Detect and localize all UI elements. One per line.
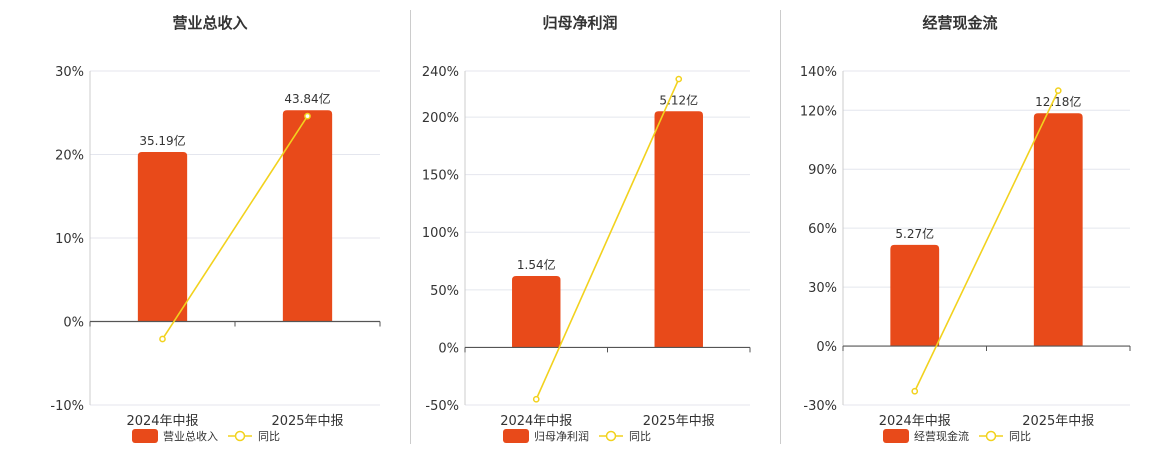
yoy-series-line bbox=[914, 90, 1059, 392]
y-tick-label: 100% bbox=[422, 226, 459, 241]
legend-swatch-point bbox=[234, 430, 246, 442]
y-tick-label: -10% bbox=[50, 399, 84, 414]
bar bbox=[282, 110, 333, 322]
chart-title: 经营现金流 bbox=[922, 14, 997, 32]
panel-divider bbox=[780, 10, 781, 444]
y-tick-label: 30% bbox=[808, 281, 837, 296]
chart-panel-net-profit: 归母净利润 240% 200% 150% 100% 50% 0% -50% 1.54亿 5.12亿… bbox=[410, 0, 780, 450]
legend-swatch-bar bbox=[503, 429, 529, 443]
y-tick-label: 150% bbox=[422, 169, 459, 184]
yoy-point bbox=[1054, 87, 1062, 94]
chart-panel-cash-flow: 经营现金流 140% 120% 90% 60% 30% 0% -30% 5.27亿 12.18亿 2… bbox=[780, 0, 1160, 450]
yoy-point bbox=[159, 335, 166, 343]
y-tick-label: 240% bbox=[422, 65, 459, 80]
x-tick-label: 2025年中报 bbox=[643, 414, 715, 429]
x-tick-label: 2025年中报 bbox=[271, 414, 343, 429]
x-tick-label: 2025年中报 bbox=[1022, 414, 1094, 429]
yoy-point bbox=[911, 387, 919, 395]
yoy-point bbox=[532, 395, 540, 403]
y-tick-label: 0% bbox=[816, 340, 837, 355]
legend-swatch-point bbox=[605, 430, 617, 442]
bar bbox=[512, 276, 561, 348]
legend-label-line: 同比 bbox=[258, 430, 280, 443]
yoy-point bbox=[304, 112, 311, 120]
bar-data-label: 12.18亿 bbox=[1035, 94, 1081, 109]
y-tick-label: -50% bbox=[425, 399, 459, 414]
chart-title: 营业总收入 bbox=[172, 14, 247, 32]
bar-data-label: 35.19亿 bbox=[139, 133, 185, 148]
chart-cash-flow: 经营现金流 140% 120% 90% 60% 30% 0% -30% 5.27亿 12.18亿 2… bbox=[800, 14, 1131, 443]
y-tick-label: 120% bbox=[800, 104, 837, 119]
bar-data-label: 43.84亿 bbox=[284, 91, 330, 106]
legend-label-bar: 营业总收入 bbox=[163, 429, 218, 443]
bar bbox=[1033, 113, 1083, 347]
y-tick-label: 0% bbox=[438, 341, 459, 356]
chart-revenue: 营业总收入 30% 20% 10% 0% -10% 35.19亿 43.84亿 2024年中报 2… bbox=[50, 14, 381, 443]
legend-label-line: 同比 bbox=[1009, 430, 1031, 443]
legend-label-line: 同比 bbox=[629, 430, 651, 443]
bar-data-label: 5.27亿 bbox=[895, 226, 934, 241]
y-tick-label: 10% bbox=[55, 232, 84, 247]
bar-data-label: 5.12亿 bbox=[659, 92, 698, 107]
y-tick-label: 90% bbox=[808, 163, 837, 178]
x-tick-label: 2024年中报 bbox=[500, 414, 572, 429]
bar-data-label: 1.54亿 bbox=[517, 257, 556, 272]
yoy-point bbox=[675, 75, 683, 83]
legend-label-bar: 归母净利润 bbox=[534, 429, 589, 443]
chart-net-profit: 归母净利润 240% 200% 150% 100% 50% 0% -50% 1.54亿 5.12亿… bbox=[422, 14, 751, 443]
chart-title: 归母净利润 bbox=[542, 14, 617, 32]
y-tick-label: 200% bbox=[422, 111, 459, 126]
x-tick-label: 2024年中报 bbox=[126, 414, 198, 429]
y-tick-label: 30% bbox=[55, 65, 84, 80]
chart-panel-revenue: 营业总收入 30% 20% 10% 0% -10% 35.19亿 43.84亿 2024年中报 2… bbox=[0, 0, 400, 450]
y-tick-label: 140% bbox=[800, 65, 837, 80]
legend-swatch-bar bbox=[883, 429, 909, 443]
y-tick-label: 0% bbox=[63, 316, 84, 331]
bar bbox=[137, 151, 188, 322]
x-tick-label: 2024年中报 bbox=[879, 414, 951, 429]
y-tick-label: 20% bbox=[55, 149, 84, 164]
yoy-series-line bbox=[161, 115, 309, 340]
legend-swatch-bar bbox=[132, 429, 158, 443]
bar bbox=[890, 244, 940, 347]
y-tick-label: 60% bbox=[808, 222, 837, 237]
y-tick-label: -30% bbox=[803, 399, 837, 414]
legend-swatch-point bbox=[985, 430, 997, 442]
legend-label-bar: 经营现金流 bbox=[914, 429, 969, 443]
yoy-series-line bbox=[535, 78, 680, 400]
y-tick-label: 50% bbox=[430, 284, 459, 299]
bar bbox=[654, 111, 703, 348]
panel-divider bbox=[410, 10, 411, 444]
